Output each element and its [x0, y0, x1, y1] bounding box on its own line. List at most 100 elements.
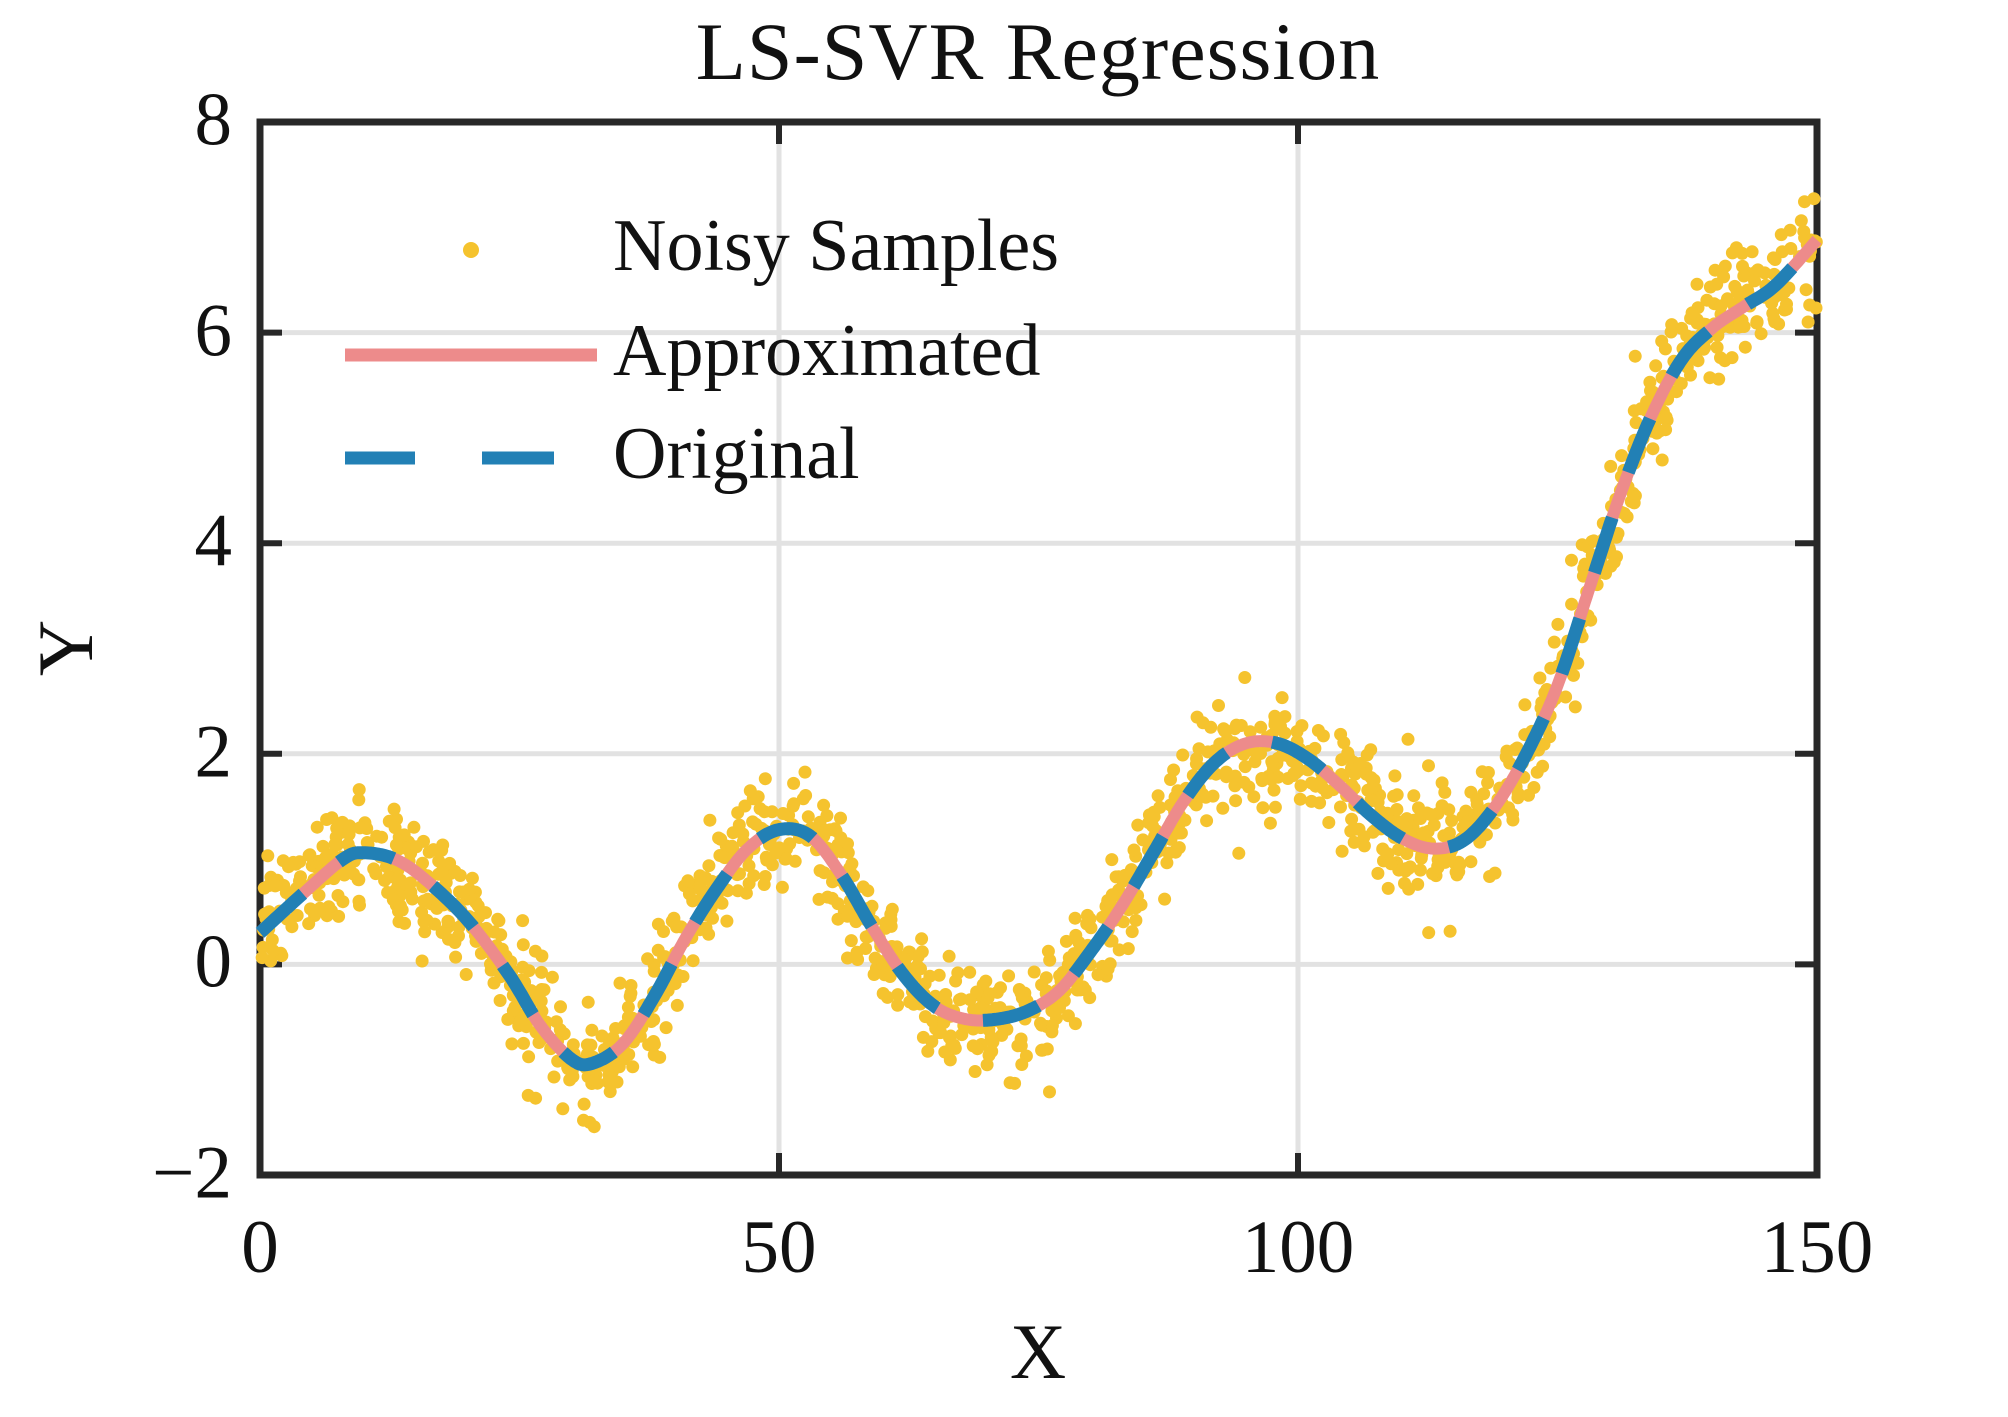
- scatter-point: [1708, 263, 1722, 277]
- scatter-point: [1768, 253, 1782, 266]
- scatter-point: [1118, 868, 1132, 882]
- scatter-point: [1568, 700, 1582, 714]
- scatter-point: [1664, 325, 1678, 339]
- scatter-point: [1238, 760, 1252, 774]
- scatter-point: [1680, 329, 1694, 343]
- scatter-point: [1091, 968, 1105, 982]
- scatter-point: [1256, 801, 1270, 815]
- scatter-point: [986, 1035, 1000, 1049]
- scatter-point: [1105, 934, 1119, 948]
- scatter-point: [1255, 774, 1269, 788]
- scatter-point: [980, 1058, 994, 1072]
- scatter-point: [547, 1070, 561, 1084]
- scatter-point: [1043, 1085, 1056, 1099]
- scatter-point: [1305, 776, 1318, 790]
- scatter-point: [1238, 671, 1252, 684]
- scatter-point: [1275, 691, 1289, 705]
- scatter-point: [693, 882, 707, 896]
- scatter-point: [1461, 815, 1475, 828]
- scatter-point: [352, 793, 366, 807]
- scatter-point: [1655, 453, 1669, 467]
- scatter-point: [1008, 1076, 1022, 1090]
- scatter-point: [1388, 769, 1402, 783]
- scatter-point: [318, 851, 332, 865]
- scatter-point: [1070, 983, 1084, 997]
- scatter-point: [1105, 888, 1119, 902]
- scatter-point: [1322, 816, 1336, 829]
- scatter-point: [955, 1028, 969, 1042]
- scatter-point: [285, 920, 299, 934]
- y-tick-label: 2: [194, 710, 233, 794]
- scatter-point: [915, 932, 929, 946]
- legend-label: Original: [613, 413, 860, 496]
- scatter-point: [626, 1060, 640, 1074]
- scatter-point: [1799, 283, 1813, 297]
- scatter-point: [1658, 342, 1672, 356]
- scatter-point: [390, 873, 404, 887]
- approximated-line: [255, 235, 1822, 1071]
- scatter-point: [966, 1039, 980, 1053]
- scatter-point: [417, 915, 431, 929]
- scatter-point: [736, 827, 750, 841]
- scatter-point: [1384, 857, 1398, 871]
- scatter-point: [320, 813, 334, 826]
- scatter-point: [786, 799, 800, 813]
- scatter-point: [726, 826, 740, 840]
- scatter-point: [702, 859, 716, 873]
- scatter-point: [522, 1050, 536, 1064]
- scatter-point: [1160, 856, 1174, 870]
- scatter-point: [951, 966, 965, 980]
- scatter-point: [657, 925, 670, 938]
- scatter-point: [266, 944, 280, 958]
- scatter-point: [1445, 814, 1459, 827]
- scatter-point: [1718, 259, 1732, 273]
- scatter-point: [641, 952, 655, 966]
- y-tick-label: 8: [194, 78, 233, 162]
- scatter-point: [265, 933, 279, 947]
- scatter-point: [610, 1075, 624, 1089]
- scatter-point: [742, 859, 756, 873]
- scatter-point: [352, 783, 366, 797]
- scatter-point: [681, 874, 695, 888]
- scatter-point: [787, 776, 801, 790]
- scatter-point: [1470, 797, 1484, 811]
- scatter-point: [970, 985, 984, 999]
- scatter-point: [1738, 340, 1752, 354]
- scatter-point: [1431, 861, 1445, 875]
- scatter-point: [1438, 785, 1452, 799]
- scatter-point: [1780, 297, 1793, 311]
- scatter-point: [1069, 928, 1083, 942]
- scatter-point: [1200, 814, 1214, 828]
- scatter-point: [556, 1102, 570, 1116]
- scatter-point: [1518, 698, 1532, 712]
- scatter-point: [404, 885, 418, 899]
- scatter-point: [934, 1026, 948, 1040]
- scatter-point: [1348, 767, 1362, 781]
- scatter-point: [404, 876, 417, 890]
- scatter-point: [1286, 769, 1300, 783]
- scatter-point: [449, 950, 463, 964]
- scatter-point: [953, 993, 966, 1007]
- scatter-point: [1599, 566, 1612, 580]
- scatter-point: [825, 891, 839, 905]
- scatter-point: [983, 1045, 997, 1059]
- scatter-point: [659, 1021, 673, 1035]
- scatter-point: [983, 987, 997, 1001]
- scatter-point: [834, 811, 847, 825]
- scatter-point: [757, 878, 771, 891]
- scatter-point: [963, 965, 977, 979]
- scatter-point: [1710, 340, 1724, 354]
- scatter-point: [844, 934, 858, 948]
- scatter-point: [738, 799, 752, 813]
- scatter-point: [435, 865, 449, 879]
- scatter-point: [1475, 765, 1489, 779]
- scatter-point: [1254, 720, 1268, 734]
- scatter-point: [1039, 971, 1053, 985]
- scatter-point: [883, 970, 897, 983]
- scatter-point: [1371, 866, 1385, 880]
- scatter-point: [328, 838, 342, 851]
- scatter-point: [1604, 459, 1618, 473]
- scatter-point: [1578, 557, 1592, 571]
